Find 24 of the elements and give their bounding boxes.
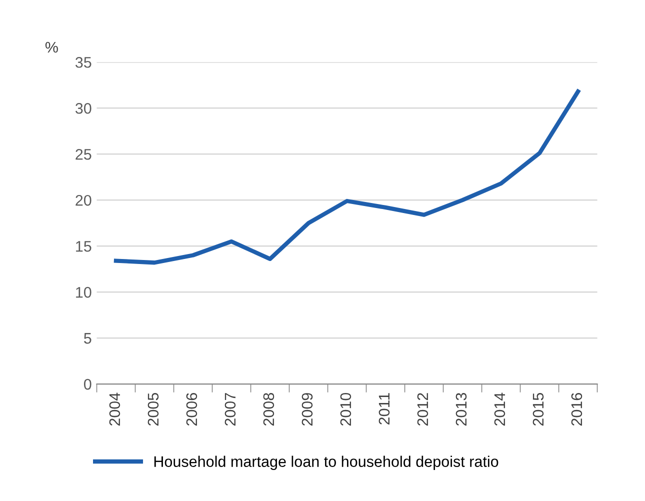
x-tick-label: 2005 [148, 392, 159, 426]
x-tick-label: 2013 [456, 393, 467, 426]
x-tick-label: 2016 [571, 393, 582, 426]
x-tick-label: 2015 [532, 392, 544, 426]
x-tick-label: 2007 [224, 393, 236, 426]
x-tick-label: 2010 [340, 392, 352, 426]
y-tick-label: 10 [76, 286, 92, 298]
x-tick-label: 2011 [378, 393, 390, 424]
y-tick-label: 0 [84, 378, 92, 390]
x-tick-label: 2009 [302, 393, 313, 426]
x-tick-label: 2008 [263, 393, 274, 426]
y-tick-label: 15 [76, 241, 92, 252]
y-tick-label: 35 [75, 56, 92, 68]
legend-label: Household martage loan to household depoist ratio [154, 456, 498, 470]
line-series [114, 89, 580, 265]
x-tick-label: 2004 [109, 392, 120, 426]
y-axis-title: % [45, 42, 58, 53]
y-tick-label: 5 [84, 333, 92, 344]
x-tick-label: 2014 [494, 392, 506, 426]
x-tick-label: 2006 [186, 393, 198, 426]
y-tick-label: 30 [75, 102, 92, 114]
x-tick-label: 2012 [417, 393, 428, 426]
y-tick-label: 20 [76, 194, 92, 206]
y-tick-label: 25 [76, 148, 92, 160]
